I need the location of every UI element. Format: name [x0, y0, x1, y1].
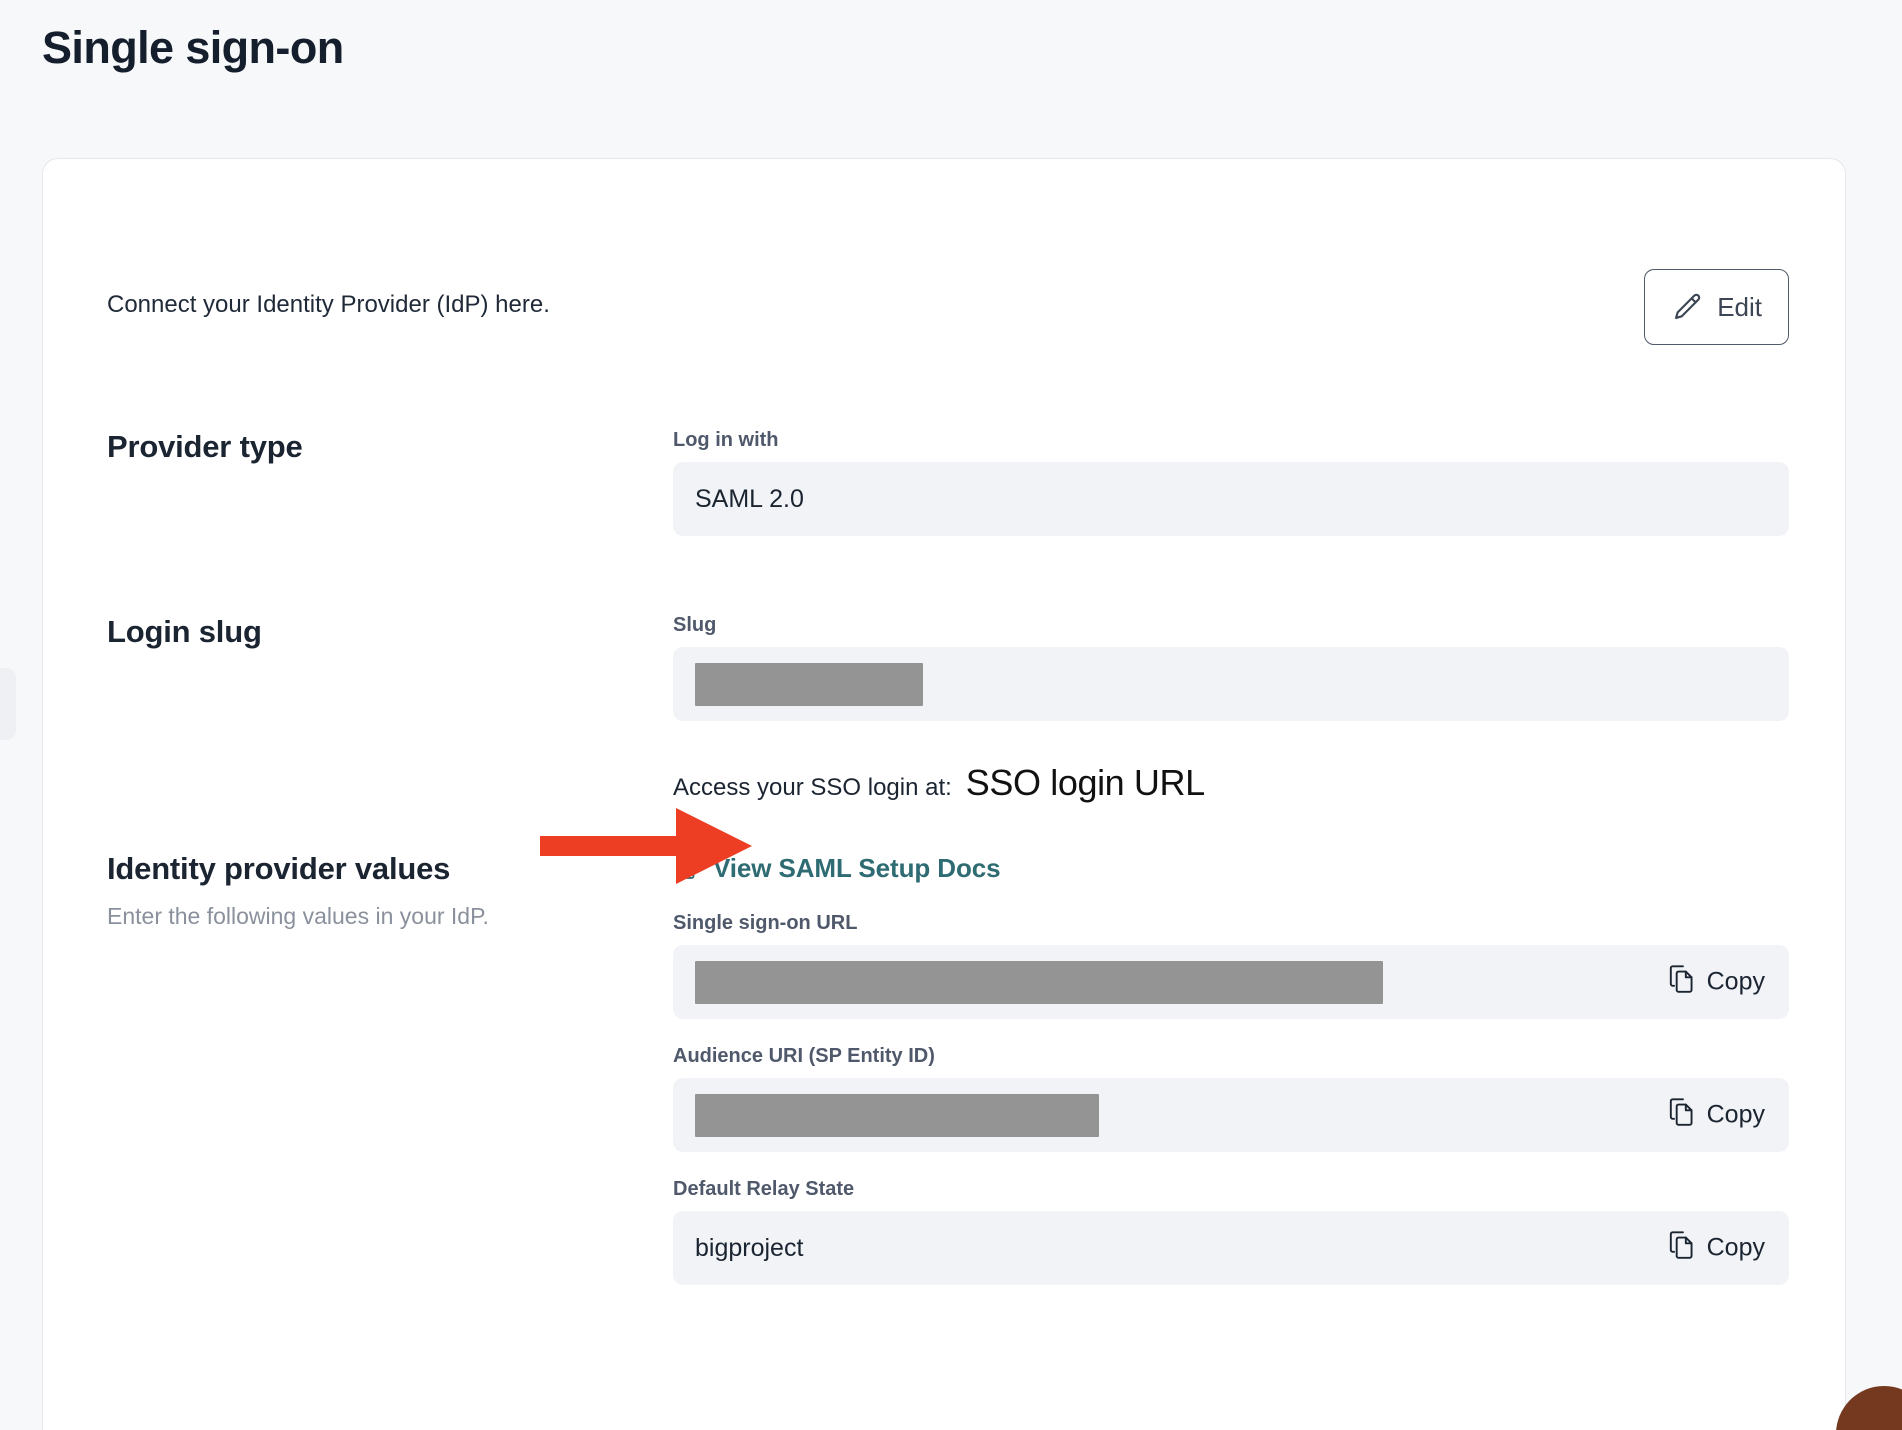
copy-label-single-sign-on-url: Copy: [1706, 967, 1765, 996]
idp-value-fields: View SAML Setup Docs Single sign-on URL: [673, 851, 1789, 1311]
sso-login-url-value: SSO login URL: [965, 762, 1205, 803]
copy-icon: [1668, 1231, 1696, 1266]
intro-row: Connect your Identity Provider (IdP) her…: [107, 269, 1789, 349]
pencil-icon: [1671, 291, 1703, 323]
log-in-with-value: SAML 2.0: [695, 484, 804, 513]
provider-type-fields: Log in with SAML 2.0: [673, 429, 1789, 536]
idp-field-default-relay-state: Default Relay State bigproject: [673, 1178, 1789, 1285]
section-subtitle-idp-values: Enter the following values in your IdP.: [107, 903, 489, 929]
copy-icon: [1668, 1098, 1696, 1133]
sso-settings-card: Connect your Identity Provider (IdP) her…: [42, 158, 1846, 1430]
edit-button[interactable]: Edit: [1644, 269, 1789, 345]
audience-uri-label: Audience URI (SP Entity ID): [673, 1045, 935, 1067]
slug-field[interactable]: [673, 647, 1789, 721]
log-in-with-field[interactable]: SAML 2.0: [673, 462, 1789, 536]
sso-access-prefix: Access your SSO login at:: [673, 774, 952, 801]
drawer-handle[interactable]: [0, 668, 16, 740]
copy-button-audience-uri[interactable]: Copy: [1668, 1098, 1765, 1133]
page-title: Single sign-on: [42, 22, 344, 73]
audience-uri-field[interactable]: Copy: [673, 1078, 1789, 1152]
view-saml-setup-docs-label: View SAML Setup Docs: [713, 853, 1001, 883]
default-relay-state-value: bigproject: [695, 1233, 804, 1262]
copy-label-default-relay-state: Copy: [1706, 1233, 1765, 1262]
section-title-login-slug: Login slug: [107, 614, 262, 649]
copy-label-audience-uri: Copy: [1706, 1100, 1765, 1129]
single-sign-on-url-label: Single sign-on URL: [673, 912, 858, 934]
copy-button-single-sign-on-url[interactable]: Copy: [1668, 965, 1765, 1000]
copy-icon: [1668, 965, 1696, 1000]
sso-access-line: Access your SSO login at: SSO login URL: [673, 762, 1205, 804]
log-in-with-label: Log in with: [673, 429, 779, 451]
section-title-provider-type: Provider type: [107, 429, 303, 464]
slug-label: Slug: [673, 614, 717, 636]
default-relay-state-field[interactable]: bigproject Copy: [673, 1211, 1789, 1285]
slug-value-redaction: [695, 662, 923, 706]
book-icon: [673, 851, 699, 886]
copy-button-default-relay-state[interactable]: Copy: [1668, 1231, 1765, 1266]
intro-text: Connect your Identity Provider (IdP) her…: [107, 291, 550, 318]
audience-uri-redaction: [695, 1093, 1099, 1137]
login-slug-fields: Slug: [673, 614, 1789, 721]
view-saml-setup-docs-link[interactable]: View SAML Setup Docs: [673, 851, 1001, 886]
edit-button-label: Edit: [1717, 291, 1762, 322]
single-sign-on-url-redaction: [695, 960, 1383, 1004]
idp-field-audience-uri: Audience URI (SP Entity ID): [673, 1045, 1789, 1152]
single-sign-on-url-field[interactable]: Copy: [673, 945, 1789, 1019]
idp-field-single-sign-on-url: Single sign-on URL Copy: [673, 912, 1789, 1019]
section-title-idp-values: Identity provider values: [107, 851, 451, 886]
default-relay-state-label: Default Relay State: [673, 1178, 855, 1200]
